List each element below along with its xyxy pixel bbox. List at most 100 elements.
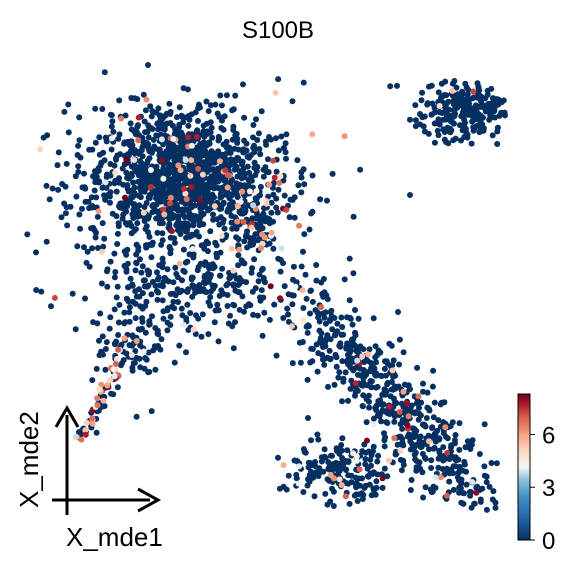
data-point: [321, 289, 328, 296]
data-point: [440, 444, 447, 451]
data-point: [350, 367, 357, 374]
data-point: [444, 435, 451, 442]
data-point: [423, 415, 430, 421]
data-point: [111, 162, 118, 169]
data-point: [165, 140, 172, 147]
data-point: [496, 112, 503, 119]
data-point: [442, 103, 449, 110]
data-point: [363, 419, 370, 426]
data-point: [99, 106, 106, 112]
data-point: [156, 152, 163, 159]
data-point: [449, 87, 456, 94]
data-point: [431, 120, 438, 127]
data-point: [412, 117, 419, 124]
data-point: [139, 263, 146, 270]
data-point: [241, 174, 248, 181]
data-point: [272, 135, 279, 142]
data-point: [428, 465, 435, 471]
data-point: [307, 461, 314, 468]
data-point: [237, 198, 244, 205]
data-point: [472, 102, 479, 109]
data-point: [248, 224, 255, 231]
data-point: [217, 272, 224, 279]
data-point: [357, 343, 364, 350]
data-point: [374, 458, 381, 465]
data-point: [309, 346, 316, 352]
data-point: [342, 493, 349, 500]
data-point: [447, 423, 454, 430]
data-point: [82, 431, 89, 438]
data-point: [170, 142, 177, 149]
data-point: [132, 226, 139, 233]
data-point: [184, 86, 191, 93]
data-point: [145, 271, 152, 278]
data-point: [292, 283, 299, 290]
data-point: [260, 275, 267, 281]
data-point: [443, 92, 450, 99]
data-point: [189, 245, 196, 252]
data-point: [122, 112, 129, 119]
data-point: [421, 113, 428, 120]
data-point: [164, 327, 171, 334]
data-point: [273, 195, 280, 202]
data-point: [368, 492, 375, 499]
data-point: [24, 231, 31, 238]
data-point: [249, 265, 256, 272]
data-point: [154, 296, 161, 303]
data-point: [405, 413, 412, 420]
data-point: [377, 410, 384, 417]
data-point: [89, 420, 96, 427]
data-point: [213, 254, 220, 261]
data-point: [51, 294, 58, 301]
data-point: [332, 351, 339, 358]
data-point: [474, 80, 481, 87]
data-point: [133, 241, 140, 248]
data-point: [308, 210, 315, 217]
data-point: [452, 463, 459, 470]
data-point: [327, 355, 334, 362]
data-point: [101, 235, 108, 242]
data-point: [261, 309, 268, 316]
data-point: [205, 331, 212, 338]
data-point: [350, 450, 357, 457]
data-point: [285, 318, 292, 325]
data-point: [237, 169, 244, 176]
data-point: [489, 496, 496, 503]
data-point: [131, 190, 138, 196]
data-point: [110, 391, 117, 398]
data-point: [73, 193, 80, 200]
data-point: [107, 314, 114, 321]
data-point: [115, 135, 122, 142]
data-point: [75, 163, 82, 170]
data-point: [324, 476, 331, 483]
data-point: [320, 293, 327, 300]
data-point: [273, 204, 280, 211]
data-point: [476, 112, 483, 119]
data-point: [145, 141, 152, 148]
data-point: [308, 437, 314, 444]
data-point: [383, 388, 390, 395]
data-point: [277, 173, 284, 180]
data-point: [132, 315, 139, 322]
data-point: [159, 195, 166, 202]
data-point: [147, 103, 154, 110]
data-point: [494, 141, 501, 147]
data-point: [280, 260, 286, 267]
data-point: [178, 148, 185, 155]
data-point: [167, 234, 174, 241]
data-point: [128, 352, 135, 358]
data-point: [113, 294, 120, 301]
data-point: [145, 349, 152, 356]
data-point: [386, 403, 393, 410]
data-point: [293, 279, 300, 286]
data-point: [97, 310, 104, 317]
data-point: [148, 113, 155, 120]
data-point: [112, 169, 119, 176]
data-point: [176, 124, 183, 130]
data-point: [111, 250, 118, 257]
data-point: [55, 149, 62, 156]
data-point: [145, 134, 152, 141]
data-point: [266, 181, 273, 188]
data-point: [382, 434, 389, 441]
